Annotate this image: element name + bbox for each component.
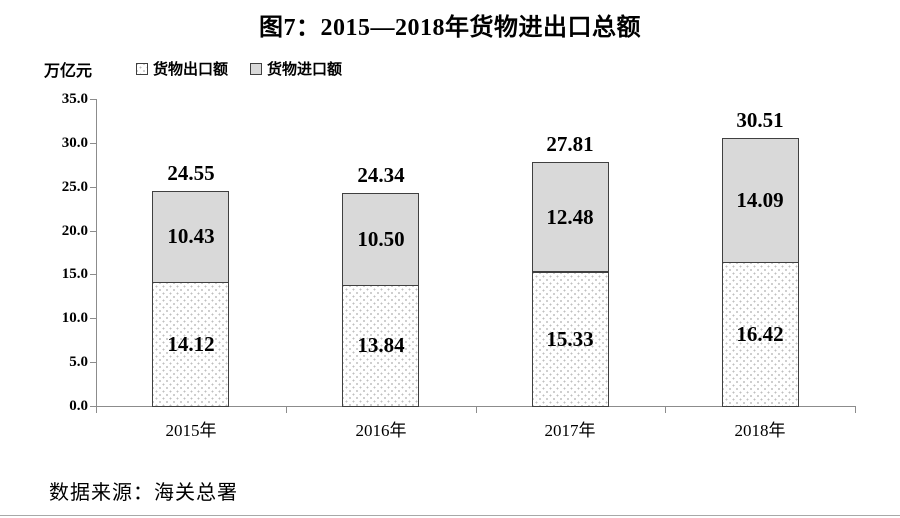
import-value-label: 12.48: [546, 205, 594, 229]
export-value-label: 15.33: [546, 327, 594, 351]
y-tick-mark: [90, 142, 96, 144]
import-value-label: 14.09: [736, 188, 784, 212]
data-source-note: 数据来源：海关总署: [49, 482, 238, 504]
bar-total-label: 27.81: [546, 132, 594, 156]
y-tick-mark: [90, 274, 96, 276]
bar-import-segment: [342, 193, 419, 286]
bar-total-label: 30.51: [736, 108, 784, 132]
bar-export-segment: [722, 262, 799, 407]
legend-label-import: 货物进口额: [267, 61, 343, 78]
bar-export-segment: [532, 272, 609, 407]
x-category-label: 2017年: [544, 421, 596, 440]
y-tick-label: 0.0: [69, 398, 88, 414]
import-value-label: 10.50: [357, 227, 405, 251]
y-tick-label: 15.0: [61, 266, 88, 283]
x-category-label: 2016年: [355, 421, 407, 440]
export-value-label: 16.42: [736, 322, 784, 346]
y-tick-mark: [90, 362, 96, 364]
legend-swatch-import: [250, 62, 263, 75]
x-axis-line: [96, 406, 856, 407]
legend-swatch-export: [136, 62, 148, 75]
legend: 货物出口额 货物进口额: [136, 58, 342, 79]
y-tick-label: 30.0: [61, 134, 88, 151]
x-boundary-tick: [96, 407, 97, 413]
bar-import-segment: [722, 138, 799, 263]
bar-export-segment: [152, 282, 229, 407]
x-boundary-tick: [476, 407, 477, 413]
export-value-label: 14.12: [167, 332, 215, 356]
y-tick-mark: [90, 99, 96, 100]
bar-import-segment: [152, 191, 229, 283]
y-tick-mark: [90, 186, 96, 188]
chart-title: 图7：2015—2018年货物进出口总额: [259, 15, 641, 41]
legend-label-export: 货物出口额: [153, 61, 229, 78]
y-tick-mark: [90, 406, 96, 407]
x-boundary-tick: [286, 407, 287, 413]
bar-import-segment: [532, 162, 609, 272]
x-boundary-tick: [665, 407, 666, 413]
y-tick-label: 35.0: [61, 91, 88, 107]
y-tick-label: 10.0: [61, 310, 88, 327]
x-boundary-tick: [855, 407, 856, 413]
import-value-label: 10.43: [167, 224, 215, 248]
y-tick-mark: [90, 318, 96, 320]
bar-total-label: 24.34: [357, 163, 405, 187]
legend-item-import: 货物进口额: [250, 58, 342, 79]
legend-item-export: 货物出口额: [136, 58, 228, 79]
y-tick-label: 25.0: [61, 178, 88, 195]
y-tick-mark: [90, 230, 96, 232]
y-axis-unit-label: 万亿元: [44, 63, 93, 80]
y-tick-label: 5.0: [69, 354, 88, 371]
x-category-label: 2018年: [734, 421, 786, 440]
y-tick-label: 20.0: [61, 222, 88, 239]
bar-export-segment: [342, 285, 419, 407]
y-axis-line: [96, 99, 97, 407]
bottom-divider-line: [0, 515, 900, 516]
export-value-label: 13.84: [357, 333, 405, 357]
bar-total-label: 24.55: [167, 161, 215, 185]
x-category-label: 2015年: [165, 421, 217, 440]
